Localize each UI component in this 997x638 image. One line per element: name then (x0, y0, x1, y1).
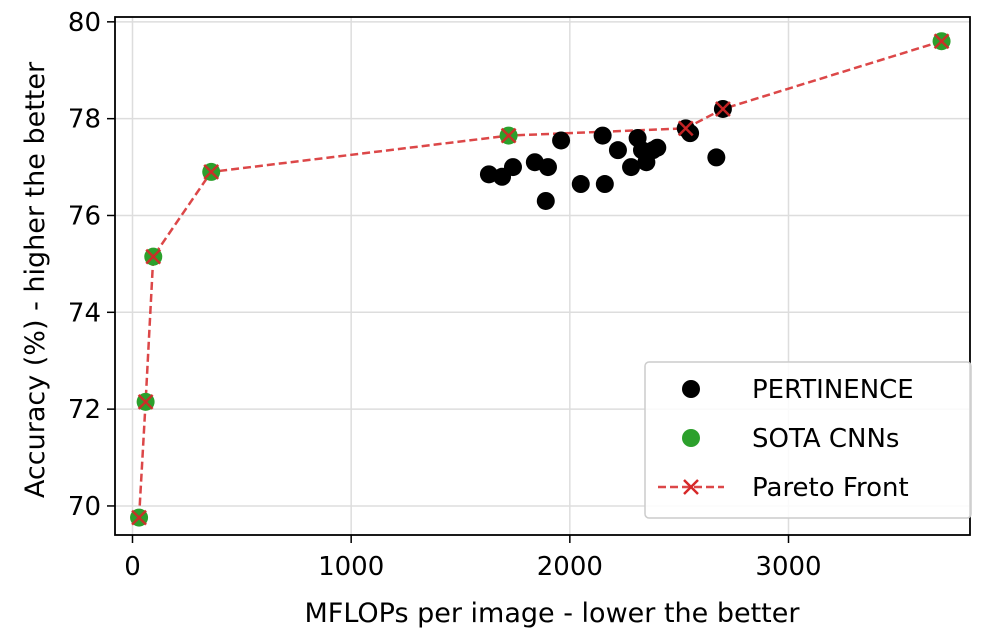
sota-cnns-series (130, 32, 951, 527)
plot-frame (114, 16, 971, 536)
pertinence-series (479, 99, 732, 210)
y-tick-label: 78 (68, 105, 101, 135)
pertinence-point (571, 175, 590, 194)
pertinence-point (608, 141, 627, 160)
legend-marker-sota-cnns (682, 429, 700, 447)
pareto-front-marker (137, 393, 154, 410)
x-tick-label: 0 (124, 552, 141, 582)
legend-marker-pertinence (682, 380, 700, 398)
y-tick-label: 80 (68, 8, 101, 38)
legend-label-pareto-front: Pareto Front (752, 473, 909, 503)
pertinence-point (536, 191, 555, 210)
pertinence-point (595, 175, 614, 194)
y-axis-label: Accuracy (%) - higher the better (20, 61, 51, 498)
y-tick-label: 72 (68, 395, 101, 425)
pareto-front-marker (500, 127, 517, 144)
axes-border (114, 16, 971, 536)
x-tick-label: 2000 (537, 552, 603, 582)
legend: PERTINENCE SOTA CNNs Pareto Front (644, 361, 972, 519)
pareto-front-marker (203, 164, 220, 180)
pertinence-point (538, 158, 557, 177)
pareto-front-marker (715, 101, 731, 117)
pertinence-point (707, 148, 726, 167)
x-tick-label: 3000 (755, 552, 821, 582)
pertinence-point (593, 126, 612, 145)
pareto-front-marker (131, 509, 147, 526)
pertinence-point (648, 138, 667, 157)
axis-ticks: 0 1000 2000 3000 70 72 74 76 78 80 (68, 8, 822, 582)
legend-label-sota-cnns: SOTA CNNs (752, 424, 899, 454)
pertinence-point (503, 158, 522, 177)
pertinence-point (552, 131, 571, 150)
y-tick-label: 76 (68, 201, 101, 231)
legend-box (644, 361, 972, 519)
pareto-front-marker (145, 248, 162, 265)
pertinence-point (622, 158, 641, 177)
x-tick-label: 1000 (318, 552, 384, 582)
x-axis-label: MFLOPs per image - lower the better (305, 598, 801, 629)
grid-lines (115, 17, 970, 535)
pareto-front-marker (677, 120, 694, 137)
y-tick-label: 70 (68, 492, 101, 522)
y-tick-label: 74 (68, 298, 101, 328)
legend-marker-pareto (683, 479, 699, 495)
legend-label-pertinence: PERTINENCE (752, 375, 914, 405)
pareto-front-marker (933, 33, 950, 50)
